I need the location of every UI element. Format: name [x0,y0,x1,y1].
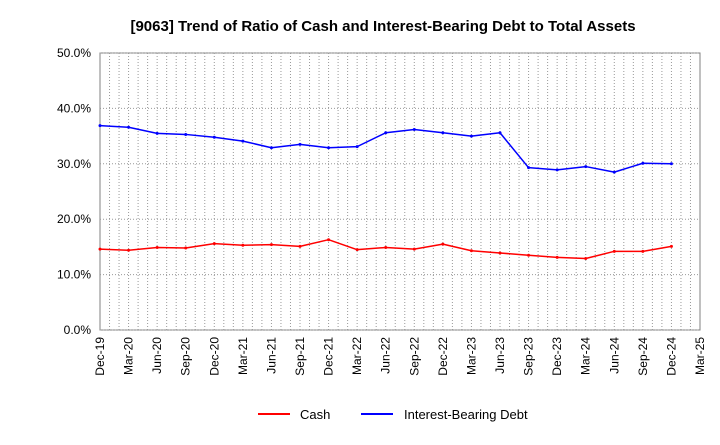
y-tick-label: 20.0% [57,212,91,226]
x-tick-label: Dec-20 [207,337,221,376]
data-point [127,125,131,129]
data-point [669,244,673,248]
x-tick-label: Jun-21 [264,337,278,374]
x-tick-label: Mar-25 [693,337,707,375]
data-point [584,165,588,169]
data-point [98,247,102,251]
x-tick-label: Mar-23 [464,337,478,375]
data-point [241,243,245,247]
x-tick-label: Dec-23 [550,337,564,376]
data-point [555,168,559,172]
grid-layer [99,52,701,331]
y-tick-label: 30.0% [57,157,91,171]
x-tick-label: Sep-20 [179,337,193,376]
axis-layer: 0.0% 10.0% 20.0% 30.0% 40.0% 50.0% Dec-19 Mar-2… [57,46,707,376]
x-tick-label: Mar-22 [350,337,364,375]
data-point [327,238,331,242]
data-point [327,146,331,150]
data-point [441,131,445,135]
x-tick-label: Jun-22 [379,337,393,374]
x-tick-label: Sep-24 [636,337,650,376]
data-point [384,245,388,249]
y-tick-label: 50.0% [57,46,91,60]
x-tick-label: Dec-21 [322,337,336,376]
chart-title: [9063] Trend of Ratio of Cash and Intere… [130,18,635,35]
data-point [527,166,531,170]
data-point [355,145,359,149]
x-tick-label: Sep-21 [293,337,307,376]
y-tick-label: 10.0% [57,268,91,282]
data-point [384,131,388,135]
x-tick-label: Mar-21 [236,337,250,375]
x-tick-label: Jun-20 [150,337,164,374]
x-tick-label: Jun-24 [607,337,621,374]
legend-label: Cash [300,407,330,422]
data-point [612,249,616,253]
plot-area [99,52,701,331]
data-point [527,253,531,257]
data-point [98,124,102,128]
data-point [269,146,273,150]
data-point [498,251,502,255]
x-tick-label: Mar-20 [122,337,136,375]
x-tick-label: Mar-24 [579,337,593,375]
data-point [412,127,416,131]
data-point [584,257,588,261]
x-tick-label: Dec-22 [436,337,450,376]
data-point [298,142,302,146]
data-point [641,249,645,253]
legend-label: Interest-Bearing Debt [404,407,528,422]
data-point [298,244,302,248]
data-point [612,170,616,174]
x-tick-label: Sep-22 [407,337,421,376]
data-point [498,131,502,135]
data-point [184,246,188,250]
data-point [469,134,473,138]
x-tick-label: Dec-19 [93,337,107,376]
x-tick-label: Dec-24 [664,337,678,376]
data-point [412,247,416,251]
data-point [641,161,645,165]
series-layer [98,124,673,261]
data-point [555,255,559,259]
x-tick-label: Jun-23 [493,337,507,374]
y-tick-label: 40.0% [57,101,91,115]
data-point [669,162,673,166]
data-point [212,242,216,246]
data-point [441,242,445,246]
data-point [127,248,131,252]
data-point [155,245,159,249]
data-point [212,135,216,139]
data-point [241,139,245,143]
x-tick-label: Sep-23 [522,337,536,376]
data-point [269,243,273,247]
data-point [469,249,473,253]
legend: Cash Interest-Bearing Debt [258,407,528,422]
data-point [184,132,188,136]
data-point [155,131,159,135]
data-point [355,248,359,252]
y-tick-label: 0.0% [64,323,92,337]
